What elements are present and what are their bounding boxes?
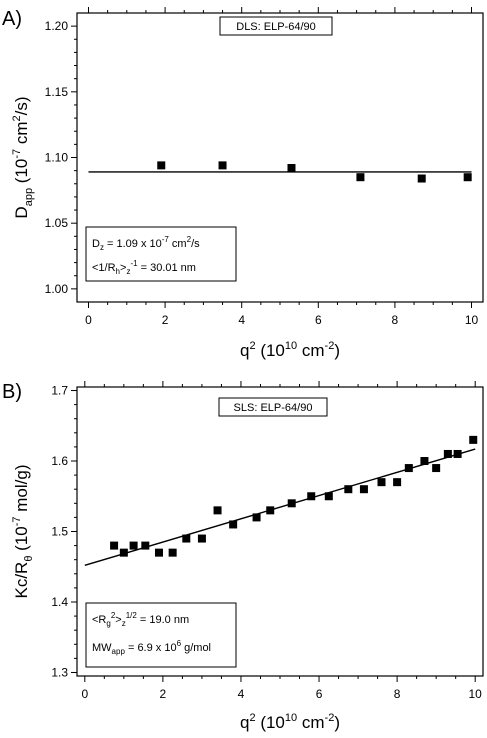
- data-point: [168, 548, 177, 557]
- x-tick-label: 0: [85, 313, 92, 327]
- data-point: [119, 548, 128, 557]
- series-label: SLS: ELP-64/90: [234, 402, 313, 414]
- x-tick-label: 0: [81, 687, 88, 701]
- series-label-box: [218, 397, 328, 417]
- data-point: [377, 478, 386, 487]
- x-tick-label: 6: [315, 313, 322, 327]
- data-point: [287, 499, 296, 508]
- data-point: [157, 161, 166, 170]
- x-tick-label: 4: [238, 313, 245, 327]
- annotation-box: [85, 602, 237, 668]
- data-point: [287, 164, 296, 173]
- data-point: [356, 173, 365, 182]
- x-tick-label: 4: [238, 687, 245, 701]
- data-point: [141, 541, 150, 550]
- data-point: [463, 173, 472, 182]
- data-point: [420, 457, 429, 466]
- x-tick-label: 2: [162, 313, 169, 327]
- y-tick-label: 1.7: [51, 384, 68, 398]
- y-tick-label: 1.10: [45, 151, 69, 165]
- annotation-line: MWapp = 6.9 x 106 g/mol: [92, 639, 211, 656]
- panel-letter: A): [2, 8, 22, 30]
- data-point: [453, 449, 462, 458]
- y-tick-label: 1.3: [51, 665, 68, 679]
- x-tick-label: 8: [394, 687, 401, 701]
- y-tick-label: 1.15: [45, 85, 69, 99]
- y-tick-label: 1.20: [45, 19, 69, 33]
- y-axis-title: Dapp (10-7 cm2/s): [11, 96, 35, 218]
- x-tick-label: 6: [316, 687, 323, 701]
- data-point: [432, 464, 441, 473]
- data-point: [307, 492, 316, 501]
- annotation-line: <Rg2>z1/2 = 19.0 nm: [92, 611, 189, 628]
- data-point: [182, 534, 191, 543]
- panel-b: B) 0 2 4 6 8 10 1.3 1.4 1.5 1.6 1.7 SLS: ELP-64/90 <R…: [2, 381, 484, 732]
- panel-letter: B): [2, 381, 22, 403]
- x-tick-label: 2: [160, 687, 167, 701]
- x-tick-label: 10: [469, 687, 483, 701]
- data-point: [359, 485, 368, 494]
- data-point: [266, 506, 275, 515]
- annotation-box: [85, 226, 237, 282]
- panel-a: A) 0 2 4 6 8 10 1.00 1.05 1.10 1.15 1.20 DLS: ELP-64…: [2, 7, 484, 360]
- data-point: [154, 548, 163, 557]
- data-point: [469, 435, 478, 444]
- data-point: [110, 541, 119, 550]
- data-point: [324, 492, 333, 501]
- data-point: [252, 513, 261, 522]
- x-axis-title: q2 (1010 cm-2): [240, 340, 340, 360]
- annotation-line: <1/Rh>z-1 = 30.01 nm: [92, 259, 196, 276]
- data-point: [443, 449, 452, 458]
- data-point: [229, 520, 238, 529]
- x-tick-label: 10: [465, 313, 479, 327]
- y-tick-label: 1.00: [45, 282, 69, 296]
- data-point: [404, 464, 413, 473]
- data-point: [218, 161, 227, 170]
- data-point: [197, 534, 206, 543]
- y-axis-title: Kc/Rθ (10-7 mol/g): [11, 464, 35, 598]
- data-point: [393, 478, 402, 487]
- y-tick-label: 1.05: [45, 216, 69, 230]
- x-tick-label: 8: [392, 313, 399, 327]
- y-tick-label: 1.4: [51, 595, 68, 609]
- data-point: [344, 485, 353, 494]
- series-label: DLS: ELP-64/90: [236, 21, 316, 33]
- data-point: [417, 174, 426, 183]
- y-tick-label: 1.6: [51, 454, 68, 468]
- x-axis-title: q2 (1010 cm-2): [240, 712, 340, 732]
- annotation-line: Dz = 1.09 x 10-7 cm2/s: [92, 235, 200, 252]
- y-tick-label: 1.5: [51, 525, 68, 539]
- data-point: [129, 541, 138, 550]
- series-label-box: [219, 16, 333, 36]
- data-point: [213, 506, 222, 515]
